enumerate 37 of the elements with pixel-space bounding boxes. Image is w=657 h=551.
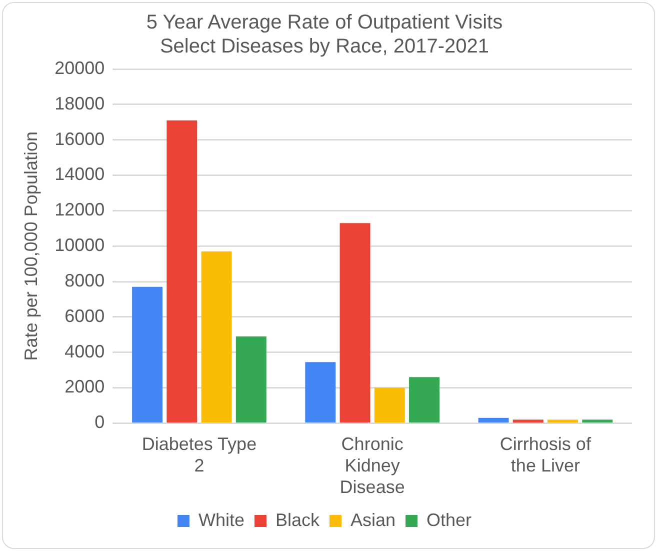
legend-label: White — [198, 510, 244, 530]
category-label: Diabetes Type — [142, 434, 257, 454]
bar — [201, 251, 232, 422]
y-axis-title: Rate per 100,000 Population — [20, 132, 41, 361]
y-tick-label: 16000 — [54, 128, 105, 149]
bar — [478, 418, 509, 422]
category-label: Cirrhosis of — [500, 434, 591, 454]
bar — [132, 286, 163, 422]
bar — [512, 420, 544, 422]
category-label: Chronic — [341, 434, 404, 454]
y-tick-label: 8000 — [64, 270, 105, 290]
bar — [166, 120, 198, 422]
text: Select Diseases by Race, 2017-2021 — [160, 36, 490, 58]
y-tick-label: 2000 — [64, 376, 105, 397]
y-tick-label: 0 — [94, 412, 105, 432]
bar — [409, 377, 440, 422]
y-tick-label: 10000 — [54, 235, 105, 256]
y-tick-label: 12000 — [54, 200, 105, 220]
legend-label: Black — [275, 510, 320, 530]
category-label: the Liver — [510, 456, 580, 476]
bar — [548, 420, 578, 422]
y-tick-label: 20000 — [54, 58, 105, 78]
category-label: Kidney — [344, 456, 400, 476]
y-tick-label: 14000 — [54, 164, 105, 184]
legend-label: Other — [426, 510, 472, 530]
bar — [582, 420, 613, 422]
y-tick-label: 4000 — [64, 341, 105, 362]
bar — [236, 336, 266, 422]
category-label: 2 — [194, 456, 204, 476]
category-label: Disease — [340, 477, 405, 498]
text: 5 Year Average Rate of Outpatient Visits — [146, 12, 503, 34]
bar — [340, 223, 370, 422]
y-tick-label: 18000 — [54, 93, 105, 114]
legend-label: Asian — [350, 510, 396, 530]
y-tick-label: 6000 — [64, 306, 105, 326]
bar — [305, 362, 336, 422]
bar — [374, 388, 405, 422]
